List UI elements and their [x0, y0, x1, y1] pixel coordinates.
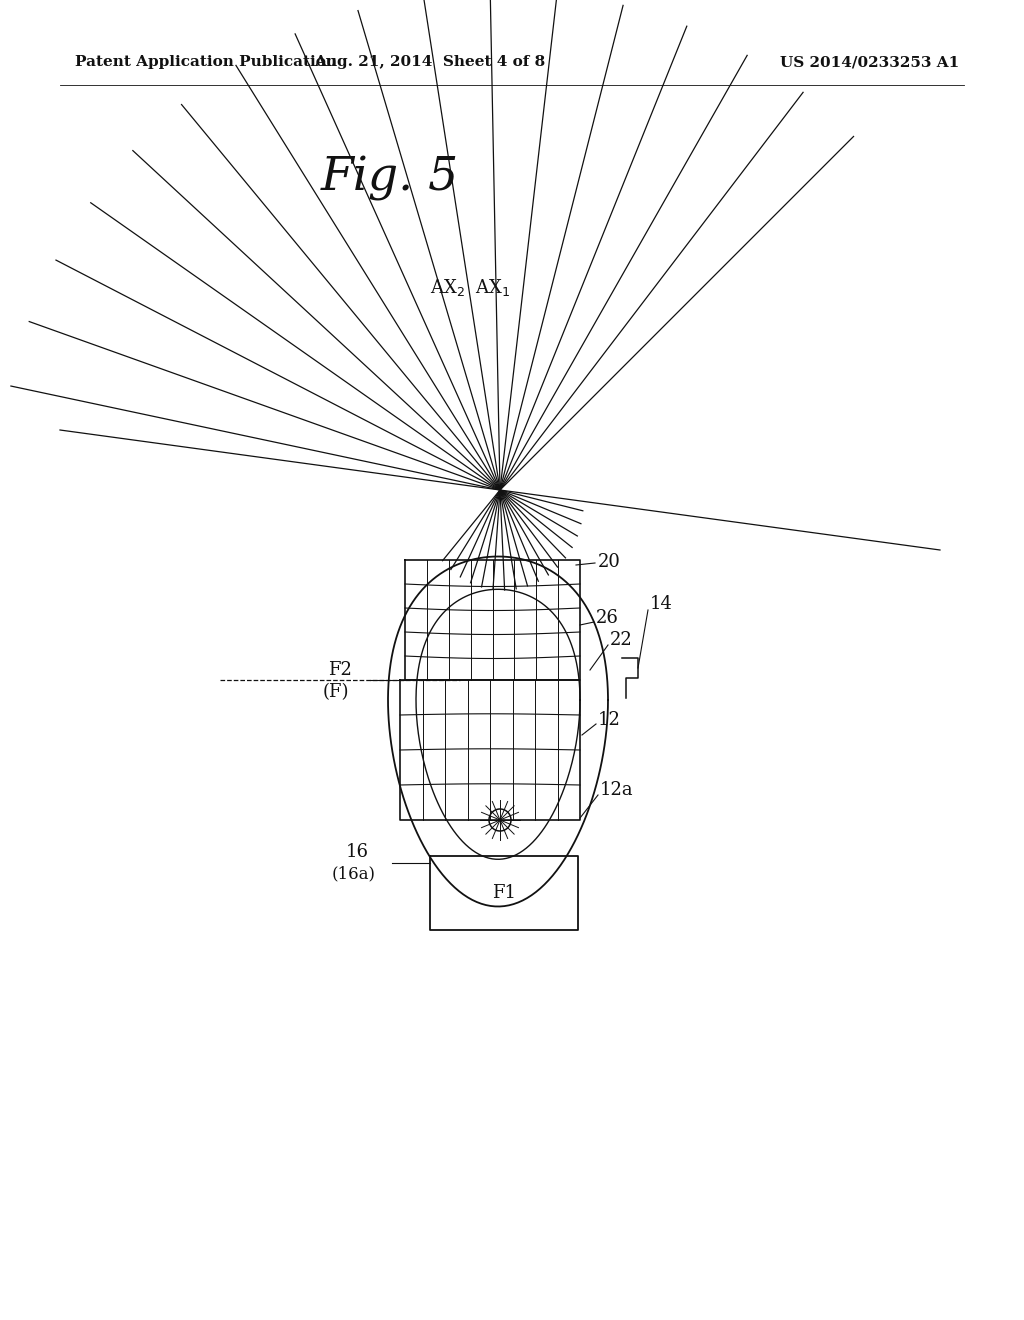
Text: Patent Application Publication: Patent Application Publication — [75, 55, 337, 69]
Text: 12a: 12a — [600, 781, 634, 799]
Text: (16a): (16a) — [332, 866, 376, 883]
Text: 20: 20 — [598, 553, 621, 572]
Text: Fig. 5: Fig. 5 — [321, 156, 459, 201]
Text: F1: F1 — [492, 884, 516, 902]
Text: 14: 14 — [650, 595, 673, 612]
Text: US 2014/0233253 A1: US 2014/0233253 A1 — [780, 55, 959, 69]
Text: AX$_2$: AX$_2$ — [430, 277, 465, 298]
Text: 22: 22 — [610, 631, 633, 649]
Text: F2: F2 — [328, 661, 352, 678]
Text: (F): (F) — [323, 682, 349, 701]
Text: Aug. 21, 2014  Sheet 4 of 8: Aug. 21, 2014 Sheet 4 of 8 — [314, 55, 546, 69]
Text: AX$_1$: AX$_1$ — [474, 277, 510, 298]
Text: 16: 16 — [346, 843, 369, 861]
Text: 12: 12 — [598, 711, 621, 729]
Text: 26: 26 — [596, 609, 618, 627]
